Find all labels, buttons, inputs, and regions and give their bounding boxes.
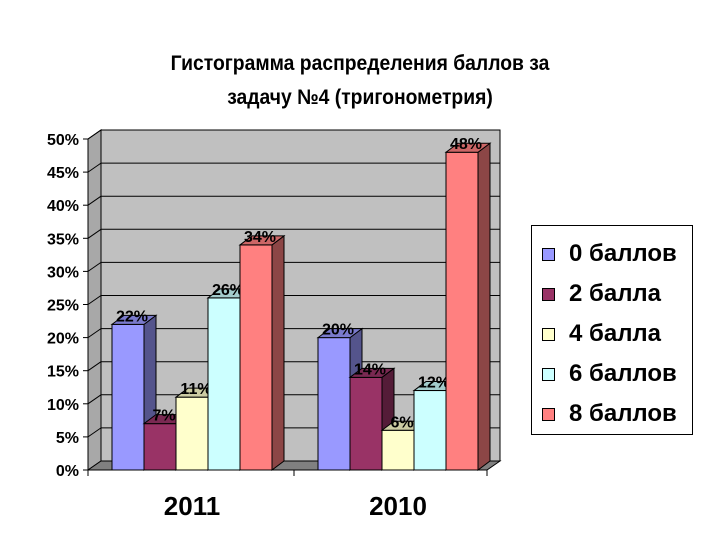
bar xyxy=(143,423,177,471)
legend-swatch-2-points xyxy=(542,288,555,301)
bar-top xyxy=(238,235,286,246)
y-tick-label: 10% xyxy=(47,397,79,414)
bar-top xyxy=(110,314,158,325)
gridline-side xyxy=(87,361,102,372)
bar xyxy=(445,151,479,471)
gridline-side xyxy=(87,427,102,438)
bar-top xyxy=(348,367,396,378)
y-tick-label: 40% xyxy=(47,198,79,215)
data-label: 6% xyxy=(390,414,413,431)
legend-label-0-points: 0 баллов xyxy=(569,240,677,267)
bar-side xyxy=(477,142,491,471)
bar xyxy=(207,297,241,471)
data-label: 7% xyxy=(152,408,175,425)
data-label: 34% xyxy=(244,229,276,246)
x-category-label: 2010 xyxy=(369,491,427,521)
data-label: 11% xyxy=(180,381,211,398)
y-tick-label: 50% xyxy=(47,132,79,149)
bar-top xyxy=(316,328,364,339)
y-tick-label: 5% xyxy=(56,430,79,447)
bar xyxy=(381,429,415,471)
data-label: 22% xyxy=(116,308,148,325)
legend-label-2-points: 2 балла xyxy=(569,280,662,307)
chart-title-line-2: задачу №4 (тригонометрия) xyxy=(227,86,493,109)
gridline-side xyxy=(87,394,102,405)
data-label: 26% xyxy=(212,282,244,299)
chart-title-line-1: Гистограмма распределения баллов за xyxy=(170,52,550,75)
legend-swatch-8-points xyxy=(542,408,555,421)
bar xyxy=(413,390,447,471)
legend-swatch-0-points xyxy=(542,248,555,261)
legend-label-8-points: 8 баллов xyxy=(569,400,677,427)
gridline-side xyxy=(87,295,102,305)
y-tick-label: 20% xyxy=(47,331,79,348)
legend-swatch-6-points xyxy=(542,368,555,381)
bar xyxy=(111,323,145,471)
y-tick-label: 35% xyxy=(47,231,79,248)
y-tick-label: 15% xyxy=(47,364,79,381)
gridline-side xyxy=(87,162,102,173)
legend-label-4-points: 4 балла xyxy=(569,320,662,347)
gridline-side xyxy=(87,328,102,339)
gridline-side xyxy=(87,261,102,272)
y-tick-label: 45% xyxy=(47,165,79,182)
gridline-side xyxy=(87,195,102,206)
bar-top xyxy=(444,142,492,153)
gridline-side xyxy=(87,228,102,239)
bar xyxy=(317,337,351,471)
legend-swatch-4-points xyxy=(542,328,555,341)
bar xyxy=(349,376,383,471)
legend-label-6-points: 6 баллов xyxy=(569,360,677,387)
y-tick-label: 0% xyxy=(56,463,79,480)
data-label: 14% xyxy=(354,361,386,378)
y-tick-label: 25% xyxy=(47,298,79,315)
data-label: 12% xyxy=(418,375,450,392)
data-label: 48% xyxy=(450,136,482,153)
x-category-label: 2011 xyxy=(164,491,220,521)
bar xyxy=(239,244,273,471)
bar xyxy=(175,396,209,471)
legend: 0 баллов 2 балла 4 балла 6 баллов 8 балл… xyxy=(531,225,693,435)
bar-side xyxy=(271,234,285,471)
gridline-side xyxy=(87,129,102,140)
data-label: 20% xyxy=(322,322,354,339)
y-tick-label: 30% xyxy=(47,264,79,281)
